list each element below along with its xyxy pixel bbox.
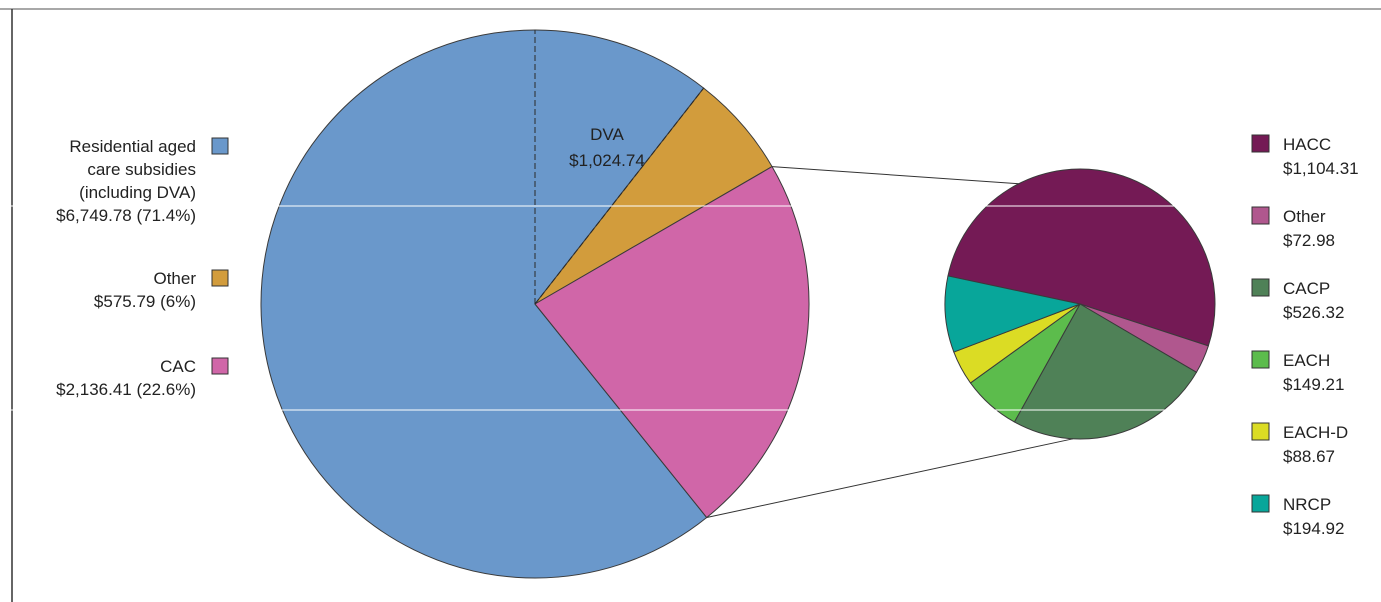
dva-dashed-boundary xyxy=(534,87,705,305)
main-legend: Residential aged care subsidies (including… xyxy=(56,137,229,399)
legend-item-residential: Residential aged care subsidies (including… xyxy=(56,137,229,225)
legend-label: care subsidies xyxy=(87,160,196,179)
connector-lines xyxy=(706,166,1074,519)
breakout-slice-cacp xyxy=(1013,303,1198,440)
legend-label: CACP xyxy=(1283,279,1330,298)
legend-label: Other xyxy=(153,269,196,288)
legend-label: (including DVA) xyxy=(79,183,196,202)
legend-value: $88.67 xyxy=(1283,447,1335,466)
legend-value: $1,104.31 xyxy=(1283,159,1359,178)
breakout-slice-hacc xyxy=(947,168,1216,347)
legend-value: $6,749.78 (71.4%) xyxy=(56,206,196,225)
breakout-legend-item-each-d: EACH-D $88.67 xyxy=(1251,422,1348,466)
breakout-legend-item-each: EACH $149.21 xyxy=(1251,350,1344,394)
breakout-legend: HACC $1,104.31 Other $72.98 CACP $526.32 EACH $… xyxy=(1251,134,1359,538)
legend-swatch xyxy=(1251,350,1270,369)
breakout-legend-item-other: Other $72.98 xyxy=(1251,206,1335,250)
legend-label: HACC xyxy=(1283,135,1331,154)
legend-value: $575.79 (6%) xyxy=(94,292,196,311)
main-pie xyxy=(260,29,810,579)
legend-swatch xyxy=(211,269,229,287)
dva-name: DVA xyxy=(590,125,624,144)
connector-line-top xyxy=(772,166,1019,185)
legend-value: $149.21 xyxy=(1283,375,1344,394)
breakout-slice-nrcp xyxy=(944,275,1082,353)
legend-label: NRCP xyxy=(1283,495,1331,514)
legend-label: CAC xyxy=(160,357,196,376)
legend-value: $72.98 xyxy=(1283,231,1335,250)
pie-slice-residential xyxy=(260,29,708,579)
pie-slice-cac xyxy=(534,165,810,519)
dva-label: DVA $1,024.74 xyxy=(569,125,645,170)
legend-swatch xyxy=(1251,278,1270,297)
legend-value: $2,136.41 (22.6%) xyxy=(56,380,196,399)
legend-value: $526.32 xyxy=(1283,303,1344,322)
legend-label: EACH-D xyxy=(1283,423,1348,442)
breakout-pie xyxy=(944,168,1216,440)
legend-swatch xyxy=(211,357,229,375)
legend-value: $194.92 xyxy=(1283,519,1344,538)
legend-swatch xyxy=(211,137,229,155)
legend-label: EACH xyxy=(1283,351,1330,370)
breakout-legend-item-nrcp: NRCP $194.92 xyxy=(1251,494,1344,538)
legend-label: Other xyxy=(1283,207,1326,226)
breakout-legend-item-hacc: HACC $1,104.31 xyxy=(1251,134,1359,178)
legend-swatch xyxy=(1251,494,1270,513)
legend-item-cac: CAC $2,136.41 (22.6%) xyxy=(56,357,229,399)
breakout-legend-item-cacp: CACP $526.32 xyxy=(1251,278,1344,322)
legend-label: Residential aged xyxy=(69,137,196,156)
legend-swatch xyxy=(1251,206,1270,225)
white-scan-lines xyxy=(0,205,1381,411)
legend-swatch xyxy=(1251,134,1270,153)
dva-value: $1,024.74 xyxy=(569,151,645,170)
legend-swatch xyxy=(1251,422,1270,441)
legend-item-other: Other $575.79 (6%) xyxy=(94,269,229,311)
connector-line-bottom xyxy=(706,438,1074,519)
